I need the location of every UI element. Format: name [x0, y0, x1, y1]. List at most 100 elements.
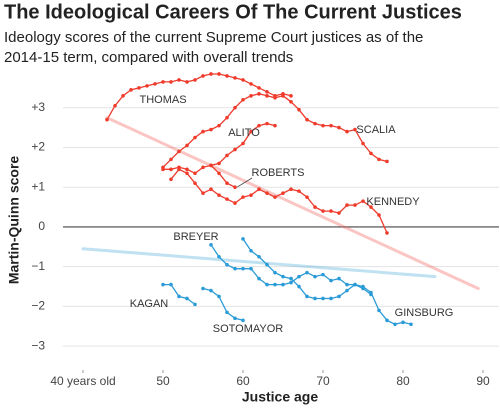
data-point [265, 94, 269, 98]
x-tick-label: 60 [236, 374, 250, 388]
data-point [217, 123, 221, 128]
data-point [217, 193, 221, 197]
data-point [225, 310, 229, 315]
y-tick-label: −3 [31, 338, 45, 352]
data-point [305, 117, 309, 122]
data-point [193, 78, 197, 82]
data-point [257, 86, 261, 90]
data-point [345, 129, 349, 134]
data-point [217, 294, 221, 299]
data-point [241, 266, 245, 271]
data-point [169, 167, 173, 172]
data-point [169, 282, 173, 287]
x-tick-label: 80 [396, 374, 410, 388]
data-point [225, 74, 229, 78]
data-point [249, 129, 253, 134]
data-point [305, 294, 309, 299]
trend-line [105, 116, 480, 290]
data-point [241, 97, 245, 102]
data-point [281, 191, 285, 195]
data-point [297, 284, 301, 289]
data-point [369, 151, 373, 156]
data-point [377, 308, 381, 313]
data-point [225, 181, 229, 186]
data-point [217, 254, 221, 259]
data-point [289, 280, 293, 285]
y-tick-label: +1 [31, 179, 45, 193]
data-point [209, 187, 213, 191]
data-point [225, 115, 229, 120]
data-point [377, 157, 381, 162]
data-point [137, 86, 141, 90]
data-point [209, 163, 213, 168]
data-point [233, 105, 237, 110]
data-point [217, 161, 221, 166]
data-point [281, 274, 285, 279]
data-point [129, 88, 133, 92]
data-point [193, 302, 197, 307]
data-point [161, 80, 165, 84]
data-point [257, 276, 261, 281]
data-point [337, 294, 341, 299]
data-point [249, 248, 253, 253]
data-point [209, 243, 213, 247]
data-point [345, 282, 349, 287]
data-point [177, 294, 181, 299]
data-point [337, 125, 341, 130]
data-point [201, 286, 205, 291]
data-point [345, 203, 349, 207]
data-point [193, 181, 197, 186]
x-tick-label: 50 [156, 374, 170, 388]
data-point [185, 171, 189, 176]
data-point [289, 187, 293, 191]
data-point [345, 288, 349, 293]
data-point [233, 76, 237, 80]
data-point [241, 78, 245, 82]
data-point [329, 123, 333, 128]
data-point [233, 316, 237, 321]
data-point [233, 147, 237, 152]
data-point [305, 195, 309, 199]
data-point [169, 177, 173, 182]
series-label: ROBERTS [252, 167, 305, 179]
data-point [297, 189, 301, 193]
data-point [257, 123, 261, 128]
y-tick-label: −2 [31, 299, 45, 313]
y-tick-label: +3 [31, 100, 45, 114]
data-point [273, 96, 277, 100]
data-point [241, 141, 245, 146]
series-label: SOTOMAYOR [213, 323, 284, 335]
data-point [177, 149, 181, 154]
data-point [169, 157, 173, 162]
data-point [329, 209, 333, 213]
data-point [281, 282, 285, 287]
data-point [225, 197, 229, 201]
data-point [289, 99, 293, 104]
data-point [321, 209, 325, 213]
data-point [353, 127, 357, 132]
data-point [201, 74, 205, 78]
data-point [273, 282, 277, 287]
data-point [177, 167, 181, 172]
data-point [249, 82, 253, 86]
data-point [329, 278, 333, 283]
data-point [265, 191, 269, 195]
justice-line [242, 238, 412, 325]
data-point [169, 80, 173, 84]
y-tick-label: −1 [31, 259, 45, 273]
series-label: KENNEDY [366, 196, 420, 208]
data-point [401, 320, 405, 325]
data-point [385, 231, 389, 235]
series-label: THOMAS [139, 94, 186, 106]
data-point [201, 165, 205, 170]
data-point [313, 121, 317, 126]
data-point [209, 127, 213, 132]
data-point [257, 92, 261, 96]
data-point [297, 107, 301, 112]
leader-line [236, 177, 253, 188]
y-tick-label: 0 [38, 219, 45, 233]
data-point [273, 270, 277, 275]
data-point [377, 213, 381, 217]
data-point [193, 171, 197, 176]
